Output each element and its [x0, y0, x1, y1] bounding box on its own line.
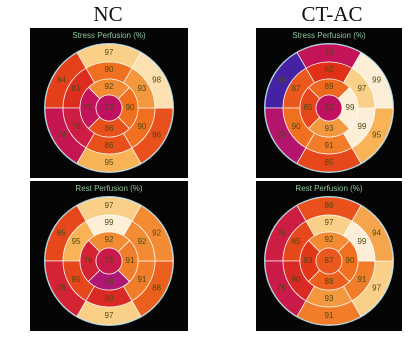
segment-label: 97: [357, 84, 366, 93]
segment-label: 88: [152, 284, 161, 293]
segment-label: 86: [325, 201, 334, 210]
polar-map-panel: Rest Perfusion (%) 86 76 75 91 97 94 97 85 80 93 91…: [256, 181, 402, 331]
segment-label: 72: [105, 103, 114, 112]
column-label: CT-AC: [301, 2, 362, 26]
segment-label: 86: [105, 141, 114, 150]
segment-label: 92: [137, 237, 146, 246]
segment-label: 98: [152, 76, 161, 85]
segment-label: 91: [126, 256, 135, 265]
segment-label: 85: [57, 229, 66, 238]
segment-label: 86: [105, 124, 114, 133]
segment-label: 72: [325, 103, 334, 112]
segment-label: 80: [105, 294, 114, 303]
segment-label: 91: [325, 311, 334, 320]
segment-label: 99: [357, 237, 366, 246]
segment-label: 85: [72, 275, 81, 284]
segment-label: 99: [357, 122, 366, 131]
segment-label: 95: [105, 158, 114, 167]
segment-label: 92: [152, 229, 161, 238]
segment-label: 97: [325, 218, 334, 227]
segment-label: 83: [304, 256, 313, 265]
segment-label: 93: [325, 294, 334, 303]
polar-map-panel: Stress Perfusion (%) 73 49 70 85 95 99 82 87 90 91…: [256, 28, 402, 178]
segment-label: 95: [72, 237, 81, 246]
segment-label: 86: [152, 131, 161, 140]
segment-label: 89: [325, 82, 334, 91]
segment-label: 88: [325, 277, 334, 286]
segment-label: 97: [372, 284, 381, 293]
segment-label: 93: [137, 84, 146, 93]
segment-label: 76: [72, 122, 81, 131]
segment-label: 92: [325, 235, 334, 244]
map-title: Stress Perfusion (%): [72, 31, 146, 40]
segment-label: 91: [357, 275, 366, 284]
polar-map-panel: Stress Perfusion (%) 97 84 74 95 86 98 90 81 76 86…: [30, 28, 188, 178]
segment-label: 91: [325, 141, 334, 150]
segment-label: 78: [57, 284, 66, 293]
segment-label: 99: [105, 218, 114, 227]
segment-label: 80: [292, 275, 301, 284]
segment-label: 97: [105, 201, 114, 210]
segment-label: 91: [137, 275, 146, 284]
segment-label: 94: [372, 229, 381, 238]
segment-label: 99: [372, 76, 381, 85]
figure: NC Stress Perfusion (%) 97 84 74 95 86 98 90 81 76…: [0, 0, 416, 339]
segment-label: 73: [325, 48, 334, 57]
segment-label: 69: [105, 277, 114, 286]
segment-label: 97: [105, 311, 114, 320]
segment-label: 85: [304, 103, 313, 112]
segment-label: 75: [105, 256, 114, 265]
map-title: Rest Perfusion (%): [295, 184, 362, 193]
segment-label: 95: [372, 131, 381, 140]
segment-label: 82: [325, 65, 334, 74]
segment-label: 92: [105, 235, 114, 244]
segment-label: 49: [277, 76, 286, 85]
segment-label: 84: [57, 76, 66, 85]
segment-label: 81: [72, 84, 81, 93]
segment-label: 93: [325, 124, 334, 133]
segment-label: 85: [325, 158, 334, 167]
segment-label: 85: [292, 237, 301, 246]
segment-label: 92: [105, 82, 114, 91]
segment-label: 97: [105, 48, 114, 57]
segment-label: 90: [137, 122, 146, 131]
segment-label: 90: [126, 103, 135, 112]
segment-label: 90: [292, 122, 301, 131]
map-title: Rest Perfusion (%): [75, 184, 142, 193]
segment-label: 87: [292, 84, 301, 93]
segment-label: 75: [277, 284, 286, 293]
segment-label: 90: [346, 256, 355, 265]
polar-map-panel: Rest Perfusion (%) 97 85 78 97 88 92 99 95 85 80 91…: [30, 181, 188, 331]
segment-label: 76: [277, 229, 286, 238]
segment-label: 74: [57, 131, 66, 140]
segment-label: 73: [84, 103, 93, 112]
segment-label: 70: [277, 131, 286, 140]
column-label: NC: [93, 2, 122, 26]
segment-label: 90: [105, 65, 114, 74]
segment-label: 78: [84, 256, 93, 265]
map-title: Stress Perfusion (%): [292, 31, 366, 40]
segment-label: 87: [325, 256, 334, 265]
segment-label: 99: [346, 103, 355, 112]
